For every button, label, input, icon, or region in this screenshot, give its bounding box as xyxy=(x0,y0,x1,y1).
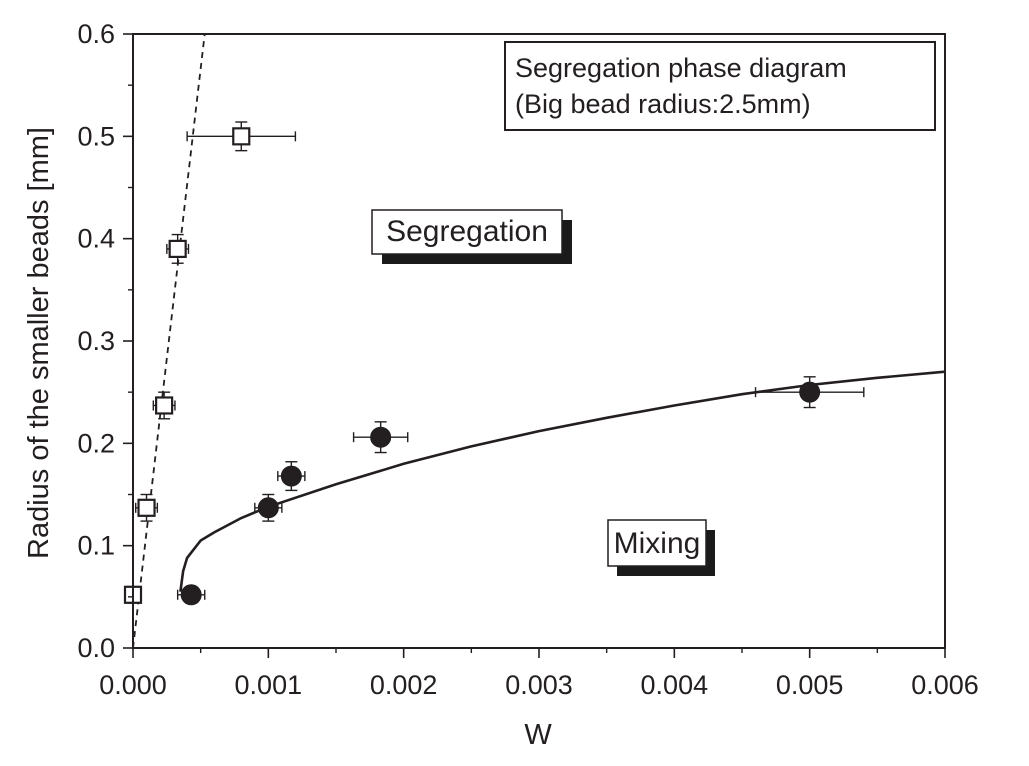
filled-circle-point xyxy=(799,381,821,403)
solid-fit-curve xyxy=(179,370,945,592)
y-tick-label: 0.2 xyxy=(77,428,115,458)
x-tick-label: 0.004 xyxy=(641,670,709,700)
series-1 xyxy=(123,121,297,604)
y-tick-label: 0.6 xyxy=(77,19,115,49)
x-tick-label: 0.005 xyxy=(776,670,844,700)
filled-circle-point xyxy=(180,584,202,606)
x-tick-label: 0.000 xyxy=(99,670,167,700)
fit-lines xyxy=(133,34,945,648)
filled-circle-point xyxy=(280,465,302,487)
segregation-label: Segregation xyxy=(386,215,548,248)
y-tick-label: 0.1 xyxy=(77,531,115,561)
axis-ticks xyxy=(123,33,946,658)
filled-circle-point xyxy=(370,426,392,448)
open-square-point xyxy=(168,239,187,258)
y-tick-label: 0.4 xyxy=(77,224,115,254)
region-label-segregation: Segregation xyxy=(371,209,572,264)
x-tick-label: 0.001 xyxy=(235,670,303,700)
region-label-mixing: Mixing xyxy=(607,519,715,576)
y-tick-label: 0.5 xyxy=(77,121,115,151)
x-axis-title: W xyxy=(524,719,552,751)
y-tick-label: 0.0 xyxy=(77,633,115,663)
mixing-label: Mixing xyxy=(614,527,701,560)
annotation-line-2: (Big bead radius:2.5mm) xyxy=(515,89,811,119)
x-tick-label: 0.006 xyxy=(911,670,979,700)
x-tick-label: 0.003 xyxy=(505,670,573,700)
open-square-point xyxy=(137,498,156,517)
open-square-point xyxy=(232,127,251,146)
x-tick-label: 0.002 xyxy=(370,670,438,700)
annotation-box: Segregation phase diagram (Big bead radi… xyxy=(504,41,936,131)
y-tick-label: 0.3 xyxy=(77,326,115,356)
y-axis-title: Radius of the smaller beads [mm] xyxy=(23,127,55,559)
tick-labels: 0.000 0.001 0.002 0.003 0.004 0.005 0.006 0.0 0.… xyxy=(77,19,978,700)
annotation-line-1: Segregation phase diagram xyxy=(515,53,847,83)
open-square-point xyxy=(155,396,174,415)
series-2 xyxy=(176,376,865,606)
dashed-boundary-line xyxy=(133,34,206,648)
filled-circle-point xyxy=(257,497,279,519)
